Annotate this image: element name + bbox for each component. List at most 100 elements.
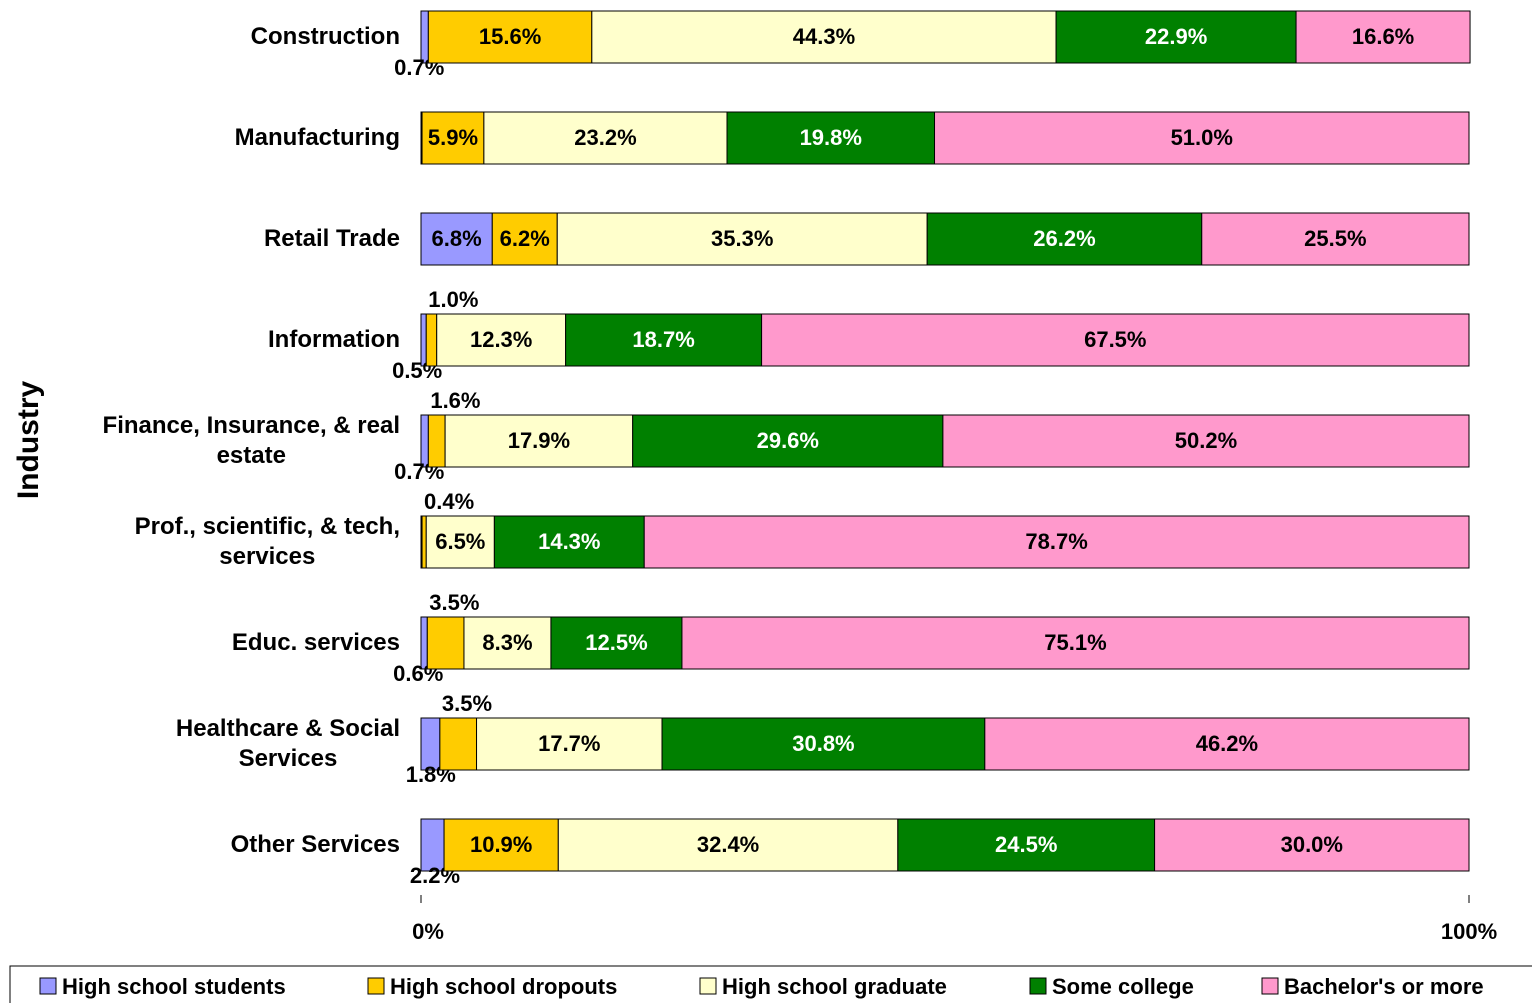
category-label: Healthcare & Social Services bbox=[0, 704, 400, 784]
legend-label: High school students bbox=[62, 974, 286, 999]
data-label: 14.3% bbox=[538, 529, 600, 554]
category-text: Finance, Insurance, & real estate bbox=[102, 412, 400, 469]
bar-segment bbox=[681, 616, 1470, 670]
data-label: 46.2% bbox=[1196, 731, 1258, 756]
bar-segment bbox=[726, 111, 936, 165]
category-label: Finance, Insurance, & real estate bbox=[0, 401, 400, 481]
bar-segment bbox=[436, 313, 567, 367]
data-label: 17.9% bbox=[508, 428, 570, 453]
category-text: Manufacturing bbox=[234, 124, 400, 151]
bar-segment bbox=[897, 818, 1156, 872]
bar-segment bbox=[444, 414, 634, 468]
bar-segment bbox=[984, 717, 1470, 771]
data-label: 16.6% bbox=[1352, 24, 1414, 49]
bar-segment bbox=[483, 111, 728, 165]
legend-label: High school graduate bbox=[722, 974, 947, 999]
category-label: Prof., scientific, & tech, services bbox=[0, 502, 400, 582]
data-label: 3.5% bbox=[442, 691, 492, 716]
x-tick-label: 0% bbox=[412, 919, 444, 944]
data-label: 22.9% bbox=[1145, 24, 1207, 49]
legend-label: Some college bbox=[1052, 974, 1194, 999]
data-label: 10.9% bbox=[470, 832, 532, 857]
category-text: Prof., scientific, & tech, services bbox=[134, 513, 400, 570]
bar-segment bbox=[761, 313, 1470, 367]
category-label: Other Services bbox=[0, 805, 400, 885]
bar-segment bbox=[1055, 10, 1297, 64]
bar-segment bbox=[427, 10, 593, 64]
data-label: 3.5% bbox=[429, 590, 479, 615]
data-label: 12.5% bbox=[585, 630, 647, 655]
category-text: Educ. services bbox=[231, 629, 400, 656]
bar-segment bbox=[425, 515, 495, 569]
data-label: 18.7% bbox=[632, 327, 694, 352]
category-label: Manufacturing bbox=[0, 98, 400, 178]
bar-segment bbox=[661, 717, 986, 771]
bar-segment bbox=[427, 414, 446, 468]
bar-segment bbox=[493, 515, 645, 569]
bar-segment bbox=[1154, 818, 1470, 872]
bar-segment bbox=[463, 616, 552, 670]
bar-segment bbox=[439, 717, 478, 771]
legend-swatch bbox=[367, 977, 385, 995]
data-label: 30.8% bbox=[792, 731, 854, 756]
data-label: 0.4% bbox=[424, 489, 474, 514]
data-label: 67.5% bbox=[1084, 327, 1146, 352]
bar-segment bbox=[643, 515, 1470, 569]
data-label: 23.2% bbox=[574, 125, 636, 150]
data-label: 75.1% bbox=[1044, 630, 1106, 655]
legend-label: Bachelor's or more bbox=[1284, 974, 1484, 999]
data-label: 1.6% bbox=[430, 388, 480, 413]
category-text: Construction bbox=[250, 23, 400, 50]
data-label: 6.5% bbox=[435, 529, 485, 554]
category-text: Retail Trade bbox=[263, 225, 400, 252]
bar-segment bbox=[420, 212, 493, 266]
legend-box bbox=[9, 965, 1532, 1003]
data-label: 29.6% bbox=[757, 428, 819, 453]
data-label: 78.7% bbox=[1025, 529, 1087, 554]
bar-segment bbox=[426, 616, 465, 670]
legend-swatch bbox=[699, 977, 717, 995]
category-label: Information bbox=[0, 300, 400, 380]
data-label: 17.7% bbox=[538, 731, 600, 756]
data-label: 44.3% bbox=[793, 24, 855, 49]
category-text: Information bbox=[268, 326, 400, 353]
data-label: 15.6% bbox=[479, 24, 541, 49]
data-label: 6.8% bbox=[432, 226, 482, 251]
data-label: 19.8% bbox=[800, 125, 862, 150]
category-label: Construction bbox=[0, 0, 400, 77]
legend-swatch bbox=[1029, 977, 1047, 995]
bar-segment bbox=[591, 10, 1057, 64]
data-label: 51.0% bbox=[1171, 125, 1233, 150]
category-text: Healthcare & Social Services bbox=[175, 715, 400, 772]
legend-swatch bbox=[39, 977, 57, 995]
data-label: 26.2% bbox=[1033, 226, 1095, 251]
legend-label: High school dropouts bbox=[390, 974, 617, 999]
data-label: 32.4% bbox=[697, 832, 759, 857]
bar-segment bbox=[557, 818, 899, 872]
bar-segment bbox=[942, 414, 1470, 468]
bar-segment bbox=[1295, 10, 1471, 64]
bar-segment bbox=[421, 111, 485, 165]
bar-segment bbox=[565, 313, 763, 367]
data-label: 35.3% bbox=[711, 226, 773, 251]
data-label: 12.3% bbox=[470, 327, 532, 352]
category-label: Educ. services bbox=[0, 603, 400, 683]
data-label: 50.2% bbox=[1175, 428, 1237, 453]
bar-segment bbox=[421, 515, 427, 569]
bar-segment bbox=[926, 212, 1203, 266]
x-tick-label: 100% bbox=[1441, 919, 1497, 944]
bar-segment bbox=[934, 111, 1470, 165]
bar-segment bbox=[632, 414, 944, 468]
bar-segment bbox=[1201, 212, 1470, 266]
bar-segment bbox=[443, 818, 559, 872]
category-text: Other Services bbox=[230, 831, 400, 858]
data-label: 25.5% bbox=[1304, 226, 1366, 251]
data-label: 8.3% bbox=[482, 630, 532, 655]
data-label: 1.0% bbox=[428, 287, 478, 312]
data-label: 6.2% bbox=[500, 226, 550, 251]
y-axis-title: Industry bbox=[12, 381, 45, 500]
category-label: Retail Trade bbox=[0, 199, 400, 279]
bar-segment bbox=[425, 313, 438, 367]
